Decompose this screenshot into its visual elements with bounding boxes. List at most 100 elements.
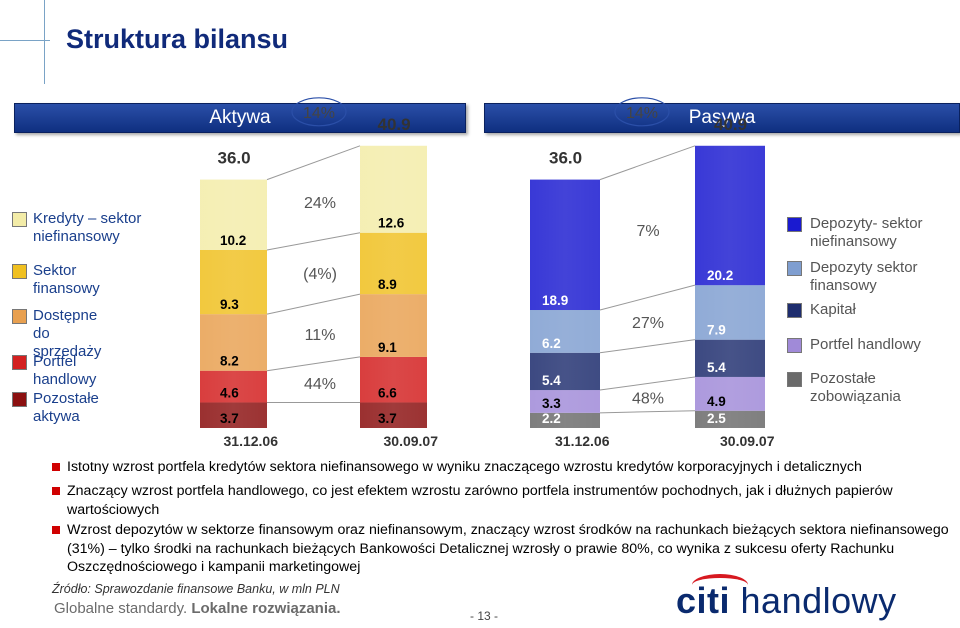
bar-segment-highlight: [695, 285, 765, 340]
bar-segment-highlight: [695, 410, 765, 428]
bar-segment-highlight: [530, 412, 600, 428]
change-label: 7%: [636, 223, 659, 240]
bar-segment-highlight: [360, 294, 427, 357]
data-label: 10.2: [220, 233, 246, 248]
connector-line: [266, 293, 361, 315]
connector-line: [599, 376, 696, 391]
legend-swatch: [787, 217, 802, 232]
legend-swatch: [787, 372, 802, 387]
data-label: 8.2: [220, 354, 239, 369]
bullet-item: Znaczący wzrost portfela handlowego, co …: [52, 482, 960, 519]
bar-segment-highlight: [360, 356, 427, 403]
balance-structure-charts: 3.7 4.6 8.2 9.3 10.2 31.12.06 36.0 3.7 6.6 9.1 8.9…: [200, 97, 775, 449]
change-label: 48%: [632, 391, 664, 408]
decorative-horizontal-line: [0, 40, 50, 41]
data-label: 9.3: [220, 297, 239, 312]
connector-line: [599, 145, 696, 181]
total-label: 40.9: [714, 115, 747, 134]
data-label: 3.7: [220, 411, 239, 426]
legend-swatch: [12, 264, 27, 279]
change-label: (4%): [303, 266, 337, 283]
legend-item-trading-portfolio: Portfel handlowy: [12, 353, 96, 389]
bullet-text: Istotny wzrost portfela kredytów sektora…: [67, 459, 862, 475]
legend-label: Dostępne do sprzedaży: [33, 307, 102, 360]
legend-label: Depozyty sektor finansowy: [810, 259, 918, 294]
legend-swatch: [787, 303, 802, 318]
legend-item-other-liabilities: Pozostałe zobowiązania: [787, 370, 950, 406]
bullet-text: Wzrost depozytów w sektorze finansowym o…: [67, 522, 949, 575]
bar-segment-highlight: [530, 390, 600, 413]
assets-header-label: Aktywa: [209, 107, 271, 128]
bar-segment-highlight: [695, 339, 765, 377]
data-label: 6.2: [542, 336, 561, 351]
data-label: 3.3: [542, 396, 561, 411]
category-label: 31.12.06: [555, 433, 610, 449]
data-label: 6.6: [378, 385, 397, 400]
legend-label: Kredyty – sektor niefinansowy: [33, 210, 142, 245]
legend-item-loans: Kredyty – sektor niefinansowy: [12, 210, 163, 246]
legend-swatch: [12, 355, 27, 370]
total-change-oval: [614, 97, 670, 127]
slogan: Globalne standardy. Lokalne rozwiązania.: [54, 600, 341, 617]
legend-item-other-assets: Pozostałe aktywa: [12, 390, 99, 426]
citi-handlowy-logo: citi handlowy: [676, 574, 897, 622]
source-note: Źródło: Sprawozdanie finansowe Banku, w …: [52, 582, 340, 596]
logo-citi: citi: [676, 574, 748, 621]
connector-line: [266, 145, 361, 181]
data-label: 4.6: [220, 385, 239, 400]
legend-item-available-for-sale: Dostępne do sprzedaży: [12, 307, 101, 361]
bar-segment-highlight: [530, 352, 600, 391]
bullet-item: Istotny wzrost portfela kredytów sektora…: [52, 458, 960, 477]
total-label: 40.9: [378, 115, 411, 134]
connector-line: [599, 410, 696, 414]
decorative-vertical-line: [44, 0, 45, 84]
legend-label: Pozostałe aktywa: [33, 390, 99, 425]
bullet-marker: [52, 463, 60, 471]
connector-line: [266, 356, 361, 372]
logo-arc: [692, 574, 748, 596]
data-label: 5.4: [707, 360, 726, 375]
legend-swatch: [12, 392, 27, 407]
data-label: 7.9: [707, 323, 726, 338]
page-title: Struktura bilansu: [66, 24, 289, 54]
legend-label: Portfel handlowy: [810, 336, 921, 353]
legend-label: Sektor finansowy: [33, 262, 100, 297]
bar-segment-highlight: [695, 376, 765, 411]
category-label: 31.12.06: [224, 433, 279, 449]
bullet-marker: [52, 526, 60, 534]
data-label: 8.9: [378, 277, 397, 292]
total-label: 36.0: [218, 149, 251, 168]
assets-header-bar: Aktywa: [14, 103, 466, 133]
data-label: 4.9: [707, 394, 726, 409]
total-change-label: 14%: [303, 105, 335, 122]
bullet-text: Znaczący wzrost portfela handlowego, co …: [67, 483, 893, 518]
legend-label: Portfel handlowy: [33, 353, 97, 388]
bar-segment-highlight: [360, 145, 427, 233]
data-label: 2.5: [707, 411, 726, 426]
total-change-label: 14%: [626, 105, 658, 122]
legend-swatch: [787, 261, 802, 276]
bar-segment-highlight: [200, 179, 267, 250]
logo-handlowy-text: handlowy: [740, 580, 897, 621]
slogan-part1: Globalne standardy.: [54, 600, 188, 617]
connector-line: [599, 339, 696, 354]
bar-segment-highlight: [200, 314, 267, 371]
page-number: - 13 -: [470, 609, 499, 623]
bar-segment-highlight: [530, 179, 600, 311]
data-label: 2.2: [542, 411, 561, 426]
change-label: 11%: [305, 327, 336, 344]
data-label: 3.7: [378, 411, 397, 426]
category-label: 30.09.07: [720, 433, 775, 449]
data-label: 5.4: [542, 373, 561, 388]
legend-item-capital: Kapitał: [787, 301, 950, 319]
legend-item-nonfinancial-deposits: Depozyty- sektor niefinansowy: [787, 215, 950, 251]
change-label: 27%: [632, 315, 664, 332]
total-change-oval: [291, 97, 347, 127]
bar-segment-highlight: [200, 370, 267, 403]
bar-segment-highlight: [695, 145, 765, 286]
connector-line: [599, 284, 696, 311]
liabilities-header-label: Pasywa: [688, 107, 756, 128]
category-label: 30.09.07: [384, 433, 439, 449]
bar-segment-highlight: [530, 310, 600, 353]
total-label: 36.0: [549, 149, 582, 168]
